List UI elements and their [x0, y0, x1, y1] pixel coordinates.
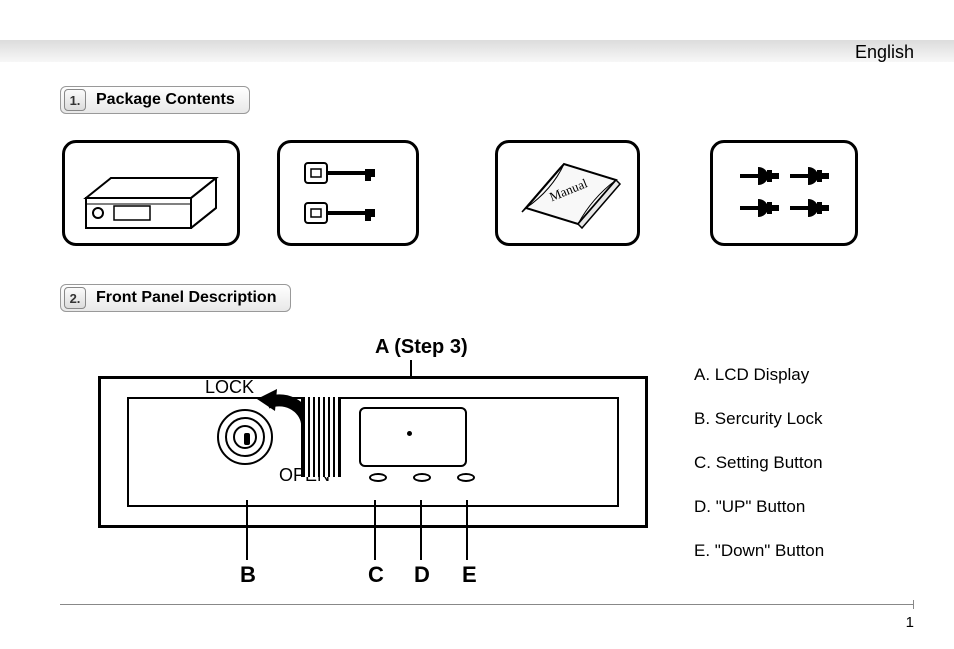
- callout-line-c: [374, 500, 376, 560]
- section-number: 2.: [64, 287, 86, 309]
- device-icon: [76, 153, 226, 233]
- down-button-icon: [457, 473, 475, 482]
- setting-button-icon: [369, 473, 387, 482]
- section-header-package-contents: 1. Package Contents: [60, 86, 250, 114]
- legend-item-c: C. Setting Button: [694, 452, 824, 474]
- package-item-keys: [277, 140, 419, 246]
- keys-icon: [293, 153, 403, 233]
- callout-letter-d: D: [414, 562, 430, 588]
- legend-item-e: E. "Down" Button: [694, 540, 824, 562]
- security-lock-icon: [217, 409, 273, 465]
- section-number: 1.: [64, 89, 86, 111]
- callout-line-d: [420, 500, 422, 560]
- step-label: A (Step 3): [375, 336, 468, 359]
- package-item-screws: [710, 140, 858, 246]
- lcd-display-icon: [359, 407, 467, 467]
- section-header-front-panel: 2. Front Panel Description: [60, 284, 291, 312]
- footer-rule: [60, 604, 914, 605]
- callout-letter-e: E: [462, 562, 477, 588]
- callout-line-b: [246, 500, 248, 560]
- callout-letter-c: C: [368, 562, 384, 588]
- footer-rule-end: [913, 600, 914, 609]
- legend-item-b: B. Sercurity Lock: [694, 408, 824, 430]
- legend: A. LCD Display B. Sercurity Lock C. Sett…: [694, 364, 824, 584]
- legend-item-a: A. LCD Display: [694, 364, 824, 386]
- top-bar: [0, 40, 954, 62]
- screws-icon: [724, 153, 844, 233]
- page-number: 1: [906, 614, 914, 631]
- manual-icon: Manual: [508, 150, 628, 236]
- vent-grille-icon: [301, 397, 341, 477]
- language-label: English: [855, 42, 914, 63]
- section-title: Package Contents: [86, 91, 249, 109]
- section-title: Front Panel Description: [86, 289, 290, 307]
- lock-label: LOCK: [205, 377, 254, 398]
- lcd-dot: [407, 431, 412, 436]
- legend-item-d: D. "UP" Button: [694, 496, 824, 518]
- button-row: [369, 473, 475, 482]
- callout-letter-b: B: [240, 562, 256, 588]
- front-panel-diagram: LOCK OPEN: [98, 376, 648, 528]
- up-button-icon: [413, 473, 431, 482]
- callout-line-e: [466, 500, 468, 560]
- package-item-manual: Manual: [495, 140, 640, 246]
- package-item-device: [62, 140, 240, 246]
